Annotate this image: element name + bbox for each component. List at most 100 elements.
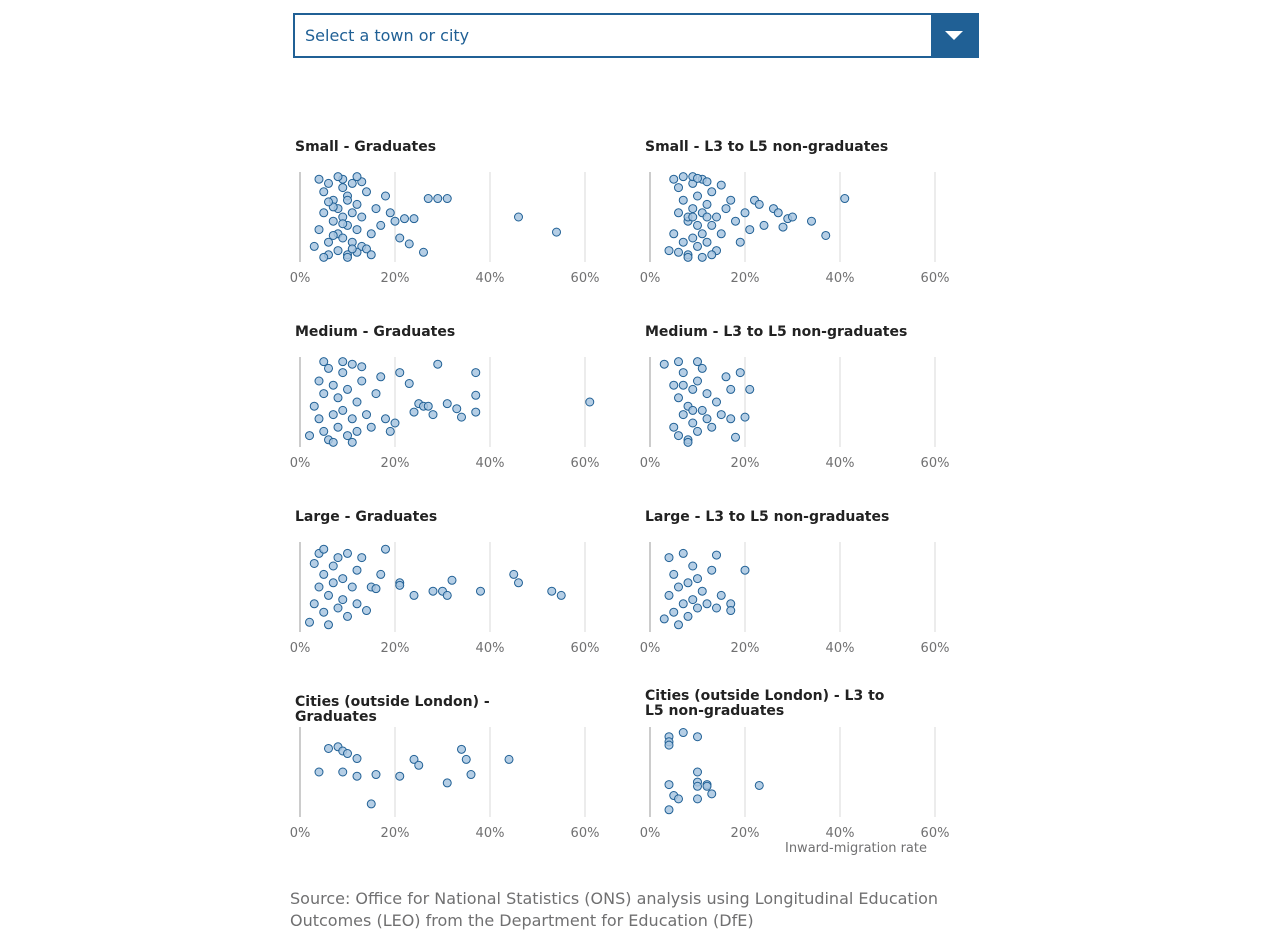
data-point [754, 780, 764, 790]
data-point [419, 247, 428, 257]
data-point [442, 399, 452, 409]
data-point [352, 172, 362, 182]
data-point [381, 544, 390, 554]
chart-title: Cities (outside London) -Graduates [295, 694, 490, 725]
data-point [702, 599, 712, 609]
data-point [333, 172, 343, 182]
data-point [314, 376, 324, 386]
data-point [693, 794, 702, 804]
x-tick-label: 0% [290, 641, 311, 656]
data-point [726, 384, 736, 394]
data-point [659, 614, 669, 624]
town-city-select[interactable]: Select a town or city [293, 13, 979, 58]
x-tick-label: 0% [290, 271, 311, 286]
data-point [343, 611, 352, 621]
x-tick-label: 20% [731, 641, 760, 656]
data-point [697, 586, 707, 596]
data-point [333, 603, 343, 613]
data-point [702, 414, 712, 424]
data-point [693, 241, 702, 251]
data-point [338, 357, 348, 367]
data-point [362, 606, 371, 616]
data-point [362, 187, 371, 197]
data-point [716, 410, 726, 420]
data-point [745, 225, 755, 235]
chevron-down-icon [945, 31, 963, 40]
data-point [338, 219, 348, 229]
data-point [328, 230, 338, 240]
data-point [343, 749, 352, 759]
data-point [352, 754, 362, 764]
data-point [688, 233, 698, 243]
data-point [357, 376, 367, 386]
data-point [409, 214, 419, 224]
data-point [347, 359, 357, 369]
data-point [319, 569, 329, 579]
data-point [731, 216, 740, 226]
data-point [514, 212, 523, 222]
data-point [352, 397, 362, 407]
x-tick-label: 20% [731, 456, 760, 471]
data-point [759, 220, 769, 230]
x-tick-label: 20% [381, 456, 410, 471]
data-point [688, 212, 698, 222]
x-tick-label: 40% [476, 826, 505, 841]
data-point [693, 357, 702, 367]
data-point [731, 432, 740, 442]
data-point [343, 548, 352, 558]
data-point [352, 565, 362, 575]
dropdown-toggle-button[interactable] [931, 15, 977, 56]
data-point [328, 216, 338, 226]
data-point [697, 363, 707, 373]
x-tick-label: 40% [826, 826, 855, 841]
data-point [712, 550, 721, 560]
x-tick-label: 60% [571, 456, 600, 471]
data-point [721, 204, 731, 214]
data-point [664, 590, 674, 600]
data-point [423, 401, 433, 411]
data-point [669, 380, 679, 390]
data-point [674, 620, 683, 630]
data-point [471, 368, 481, 378]
data-point [688, 561, 698, 571]
data-point [688, 595, 698, 605]
x-tick-label: 20% [381, 826, 410, 841]
data-point [319, 544, 329, 554]
x-tick-label: 40% [826, 271, 855, 286]
chart-title: Cities (outside London) - L3 to L5 non-gr… [645, 688, 885, 719]
data-point [442, 194, 452, 204]
data-point [390, 216, 400, 226]
data-point [740, 208, 750, 218]
data-point [664, 246, 674, 256]
data-point [509, 569, 519, 579]
data-point [471, 390, 481, 400]
data-point [674, 582, 683, 592]
data-point [357, 362, 367, 372]
data-point [338, 767, 348, 777]
data-point [702, 781, 712, 791]
data-point [688, 204, 698, 214]
data-point [707, 422, 717, 432]
data-point [688, 418, 698, 428]
data-point [721, 372, 731, 382]
chart-title: Small - Graduates [295, 139, 436, 155]
data-point [314, 225, 324, 235]
data-point [707, 220, 717, 230]
data-point [376, 220, 386, 230]
data-point [305, 431, 314, 441]
data-point [347, 208, 357, 218]
source-note: Source: Office for National Statistics (… [290, 889, 939, 930]
data-point [716, 180, 726, 190]
data-point [324, 620, 333, 630]
chart-title: Medium - Graduates [295, 324, 455, 340]
data-point [324, 237, 333, 247]
x-tick-label: 40% [476, 456, 505, 471]
data-point [674, 247, 683, 257]
data-point [395, 368, 405, 378]
data-point [712, 212, 721, 222]
x-axis-label: Inward-migration rate [785, 841, 927, 856]
data-point [324, 197, 333, 207]
data-point [309, 241, 319, 251]
data-point [343, 195, 352, 205]
x-tick-label: 20% [381, 641, 410, 656]
